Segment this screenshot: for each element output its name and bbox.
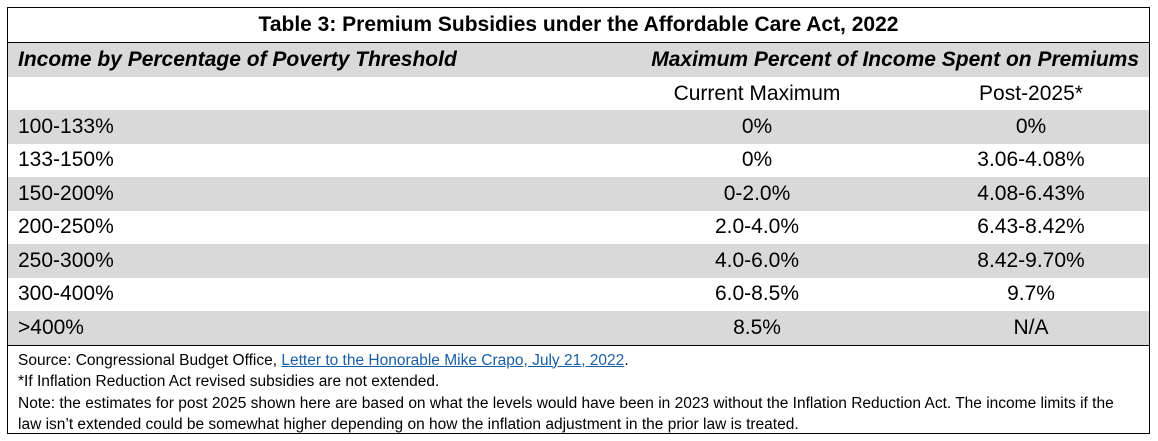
header-max-percent: Maximum Percent of Income Spent on Premi… [651,48,1139,71]
table-row: 250-300% 4.0-6.0% 8.42-9.70% [8,244,1149,278]
cell-current: 0-2.0% [723,181,791,205]
cell-income: 300-400% [18,282,114,306]
cell-current: 0% [741,148,773,172]
table-header-row: Income by Percentage of Poverty Threshol… [8,43,1149,77]
cell-post: 0% [1015,114,1047,138]
table-title: Table 3: Premium Subsidies under the Aff… [8,8,1149,43]
source-prefix: Source: Congressional Budget Office, [18,351,282,369]
table-row: 200-250% 2.0-4.0% 6.43-8.42% [8,211,1149,245]
cell-post: 6.43-8.42% [977,215,1085,239]
table-row: 133-150% 0% 3.06-4.08% [8,144,1149,178]
cell-post: 4.08-6.43% [977,181,1085,205]
table-row: 100-133% 0% 0% [8,110,1149,144]
cell-income: 133-150% [18,148,114,172]
cell-post: 3.06-4.08% [977,148,1085,172]
cell-income: 100-133% [18,114,114,138]
cell-post: 9.7% [1007,282,1055,306]
cell-current: 4.0-6.0% [714,248,800,272]
header-income: Income by Percentage of Poverty Threshol… [18,48,457,71]
table-row: >400% 8.5% N/A [8,311,1149,345]
subsidy-table: Table 3: Premium Subsidies under the Aff… [7,7,1150,434]
cell-income: >400% [18,315,84,339]
cell-income: 200-250% [18,215,114,239]
source-link[interactable]: Letter to the Honorable Mike Crapo, July… [281,351,625,369]
cell-current: 0% [741,114,773,138]
cell-income: 150-200% [18,181,114,205]
table-subheader-row: Current Maximum Post-2025* [8,77,1149,110]
cell-current: 2.0-4.0% [714,215,800,239]
source-line: Source: Congressional Budget Office, Let… [18,350,1139,372]
note-text: Note: the estimates for post 2025 shown … [18,394,1114,434]
cell-post: 8.42-9.70% [977,248,1085,272]
table-notes: Source: Congressional Budget Office, Let… [8,344,1149,436]
subheader-post: Post-2025* [979,81,1083,105]
subheader-current: Current Maximum [673,81,841,105]
cell-post: N/A [1013,315,1049,339]
table-row: 300-400% 6.0-8.5% 9.7% [8,278,1149,312]
cell-current: 8.5% [733,315,781,339]
footnote: *If Inflation Reduction Act revised subs… [18,373,440,390]
table-row: 150-200% 0-2.0% 4.08-6.43% [8,177,1149,211]
cell-income: 250-300% [18,248,114,272]
cell-current: 6.0-8.5% [714,282,800,306]
source-suffix: . [624,351,629,369]
